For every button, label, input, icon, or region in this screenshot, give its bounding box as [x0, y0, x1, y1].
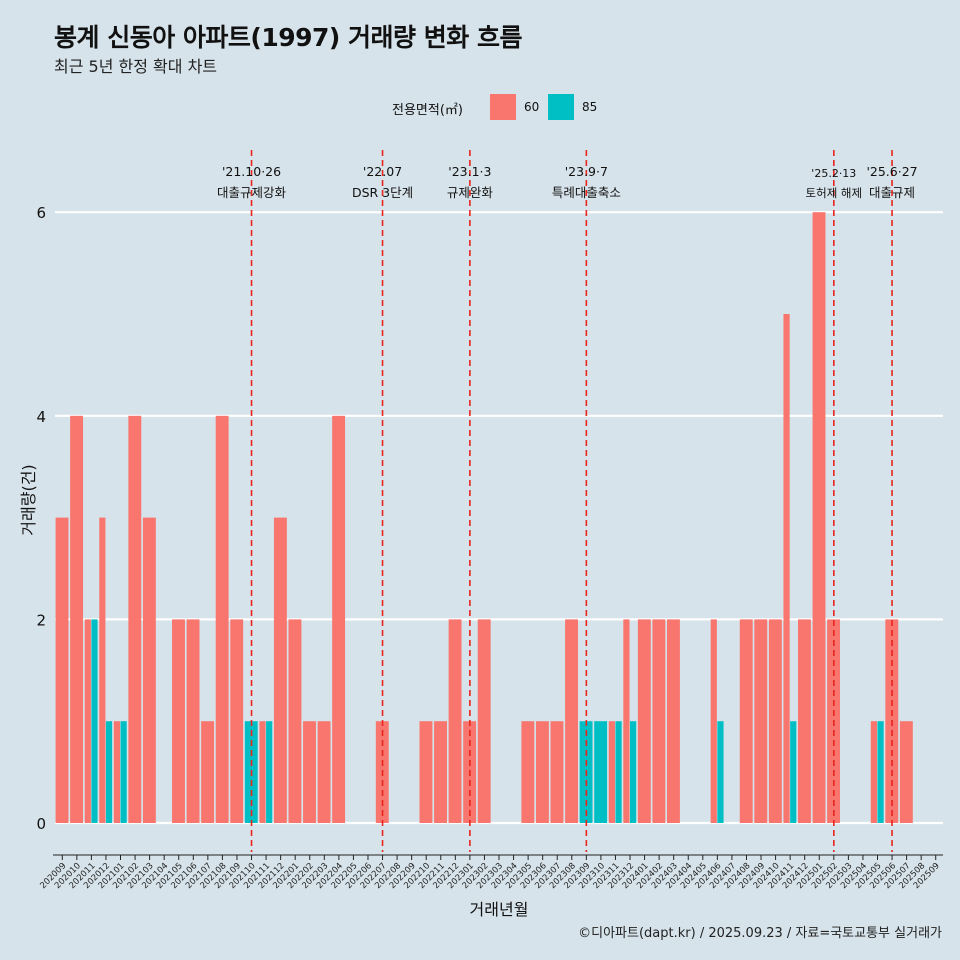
y-tick-label: 6 — [36, 204, 46, 222]
y-tick-label: 2 — [36, 611, 46, 629]
bar-85-202111 — [266, 721, 273, 823]
bar-85-202411 — [790, 721, 797, 823]
annotation-date: '25.2·13 — [811, 167, 856, 180]
bar-60-202103 — [142, 517, 156, 823]
legend-label-60: 60 — [524, 100, 540, 114]
y-axis-title: 거래량(건) — [19, 464, 38, 535]
bar-85-202012 — [105, 721, 113, 823]
bar-85-202312 — [630, 721, 637, 823]
bar-60-202010 — [70, 415, 84, 823]
bar-60-202311 — [608, 721, 615, 823]
bar-60-202212 — [448, 619, 462, 823]
y-tick-label: 4 — [36, 408, 46, 426]
legend-key-60 — [490, 94, 516, 120]
bar-60-202412 — [798, 619, 811, 823]
bar-60-202307 — [550, 721, 564, 823]
annotation-label: DSR 3단계 — [352, 185, 413, 200]
annotation-label: 토허제 해제 — [806, 186, 863, 200]
bar-60-202105 — [172, 619, 185, 823]
bar-60-202402 — [652, 619, 666, 823]
bar-60-202210 — [419, 721, 433, 823]
bar-60-202306 — [535, 721, 549, 823]
bar-60-202406 — [710, 619, 717, 823]
bar-60-202203 — [317, 721, 331, 823]
bar-85-202011 — [91, 619, 98, 823]
legend-label-85: 85 — [582, 100, 598, 114]
annotation-date: '23.1·3 — [448, 164, 491, 179]
bar-60-202408 — [739, 619, 753, 823]
annotation-date: '21.10·26 — [222, 164, 281, 179]
chart-subtitle: 최근 5년 한정 확대 차트 — [54, 57, 218, 76]
bar-85-202311 — [615, 721, 622, 823]
bar-60-202012 — [99, 517, 106, 823]
bar-60-202011 — [84, 619, 91, 823]
bar-60-202410 — [768, 619, 782, 823]
bar-60-202211 — [434, 721, 447, 823]
bar-60-202202 — [303, 721, 316, 823]
legend-key-85 — [548, 94, 574, 120]
bar-85-202101 — [120, 721, 127, 823]
legend-title: 전용면적(㎡) — [392, 103, 463, 118]
bar-60-202102 — [128, 415, 142, 823]
bar-60-202101 — [113, 721, 121, 823]
bar-85-202310 — [594, 721, 608, 823]
annotation-date: '25.6·27 — [866, 164, 917, 179]
bar-60-202401 — [637, 619, 651, 823]
bar-60-202107 — [201, 721, 215, 823]
bar-60-202501 — [812, 212, 826, 823]
annotation-label: 대출규제 — [869, 185, 915, 200]
annotation-date: '22.07 — [363, 164, 402, 179]
bar-60-202305 — [521, 721, 535, 823]
bar-60-202009 — [55, 517, 69, 823]
bar-60-202108 — [215, 415, 229, 823]
annotation-label: 특례대출축소 — [552, 185, 621, 200]
bar-60-202505 — [870, 721, 877, 823]
bar-60-202507 — [899, 721, 913, 823]
bar-60-202106 — [186, 619, 200, 823]
bar-60-202302 — [477, 619, 491, 823]
bar-60-202403 — [666, 619, 680, 823]
annotation-label: 대출규제강화 — [217, 185, 287, 200]
x-axis-title: 거래년월 — [470, 900, 529, 919]
bar-85-202406 — [717, 721, 724, 823]
bar-60-202111 — [259, 721, 266, 823]
legend: 전용면적(㎡) 60 85 — [0, 92, 960, 122]
bar-60-202112 — [273, 517, 287, 823]
source-caption: ©디아파트(dapt.kr) / 2025.09.23 / 자료=국토교통부 실… — [578, 926, 942, 941]
bar-60-202411 — [783, 314, 790, 823]
bar-60-202409 — [754, 619, 768, 823]
chart-title: 봉계 신동아 아파트(1997) 거래량 변화 흐름 — [54, 23, 522, 52]
bar-60-202204 — [332, 415, 346, 823]
bar-85-202505 — [877, 721, 884, 823]
bar-60-202312 — [623, 619, 630, 823]
y-tick-label: 0 — [36, 815, 46, 833]
bar-60-202109 — [230, 619, 244, 823]
bar-60-202201 — [288, 619, 302, 823]
annotation-label: 규제완화 — [447, 185, 494, 200]
annotation-date: '23.9·7 — [565, 164, 608, 179]
bar-60-202308 — [565, 619, 578, 823]
